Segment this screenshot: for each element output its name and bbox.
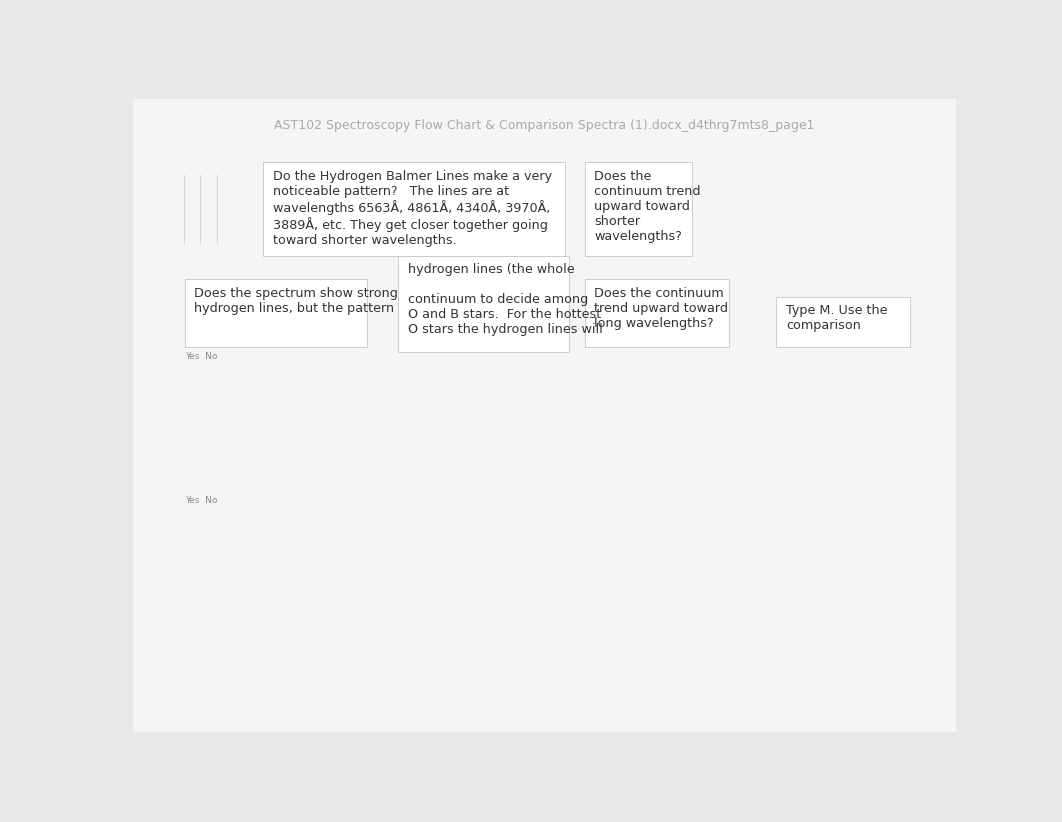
FancyBboxPatch shape <box>262 162 565 256</box>
FancyBboxPatch shape <box>251 403 288 427</box>
FancyBboxPatch shape <box>508 162 575 256</box>
FancyBboxPatch shape <box>175 369 235 463</box>
FancyBboxPatch shape <box>159 119 929 716</box>
FancyBboxPatch shape <box>185 515 578 684</box>
FancyBboxPatch shape <box>644 282 688 325</box>
Text: Yes  No: Yes No <box>185 352 217 361</box>
FancyBboxPatch shape <box>584 339 912 507</box>
Text: Does the spectrum show strong
hydrogen lines, but the pattern: Does the spectrum show strong hydrogen l… <box>194 287 398 315</box>
FancyBboxPatch shape <box>738 389 777 422</box>
FancyBboxPatch shape <box>175 162 235 256</box>
Text: hydrogen lines (the whole

continuum to decide among
O and B stars.  For the hot: hydrogen lines (the whole continuum to d… <box>408 263 602 336</box>
FancyBboxPatch shape <box>721 369 866 463</box>
FancyBboxPatch shape <box>363 378 406 415</box>
Text: Yes  No: Yes No <box>185 496 217 505</box>
FancyBboxPatch shape <box>183 371 232 418</box>
Text: Does the
continuum trend
upward toward
shorter
wavelengths?: Does the continuum trend upward toward s… <box>595 169 701 242</box>
FancyBboxPatch shape <box>584 515 912 684</box>
FancyBboxPatch shape <box>175 546 235 640</box>
FancyBboxPatch shape <box>365 282 408 325</box>
Text: Type M. Use the
comparison: Type M. Use the comparison <box>786 304 888 332</box>
Text: Do the Hydrogen Balmer Lines make a very
noticeable pattern?   The lines are at
: Do the Hydrogen Balmer Lines make a very… <box>273 169 552 247</box>
Text: AST102 Spectroscopy Flow Chart & Comparison Spectra (1).docx_d4thrg7mts8_page1: AST102 Spectroscopy Flow Chart & Compari… <box>274 119 815 132</box>
FancyBboxPatch shape <box>185 339 578 507</box>
FancyBboxPatch shape <box>251 607 288 631</box>
FancyBboxPatch shape <box>363 584 406 621</box>
FancyBboxPatch shape <box>398 256 569 352</box>
FancyBboxPatch shape <box>644 419 688 463</box>
Text: Does the continuum
trend upward toward
long wavelengths?: Does the continuum trend upward toward l… <box>595 287 729 330</box>
FancyBboxPatch shape <box>584 279 730 348</box>
FancyBboxPatch shape <box>584 162 691 256</box>
FancyBboxPatch shape <box>738 298 777 330</box>
FancyBboxPatch shape <box>508 369 575 463</box>
FancyBboxPatch shape <box>740 162 885 256</box>
FancyBboxPatch shape <box>776 297 910 348</box>
FancyBboxPatch shape <box>438 561 480 631</box>
FancyBboxPatch shape <box>183 580 232 627</box>
FancyBboxPatch shape <box>133 99 956 732</box>
FancyBboxPatch shape <box>396 561 439 631</box>
FancyBboxPatch shape <box>185 279 367 348</box>
